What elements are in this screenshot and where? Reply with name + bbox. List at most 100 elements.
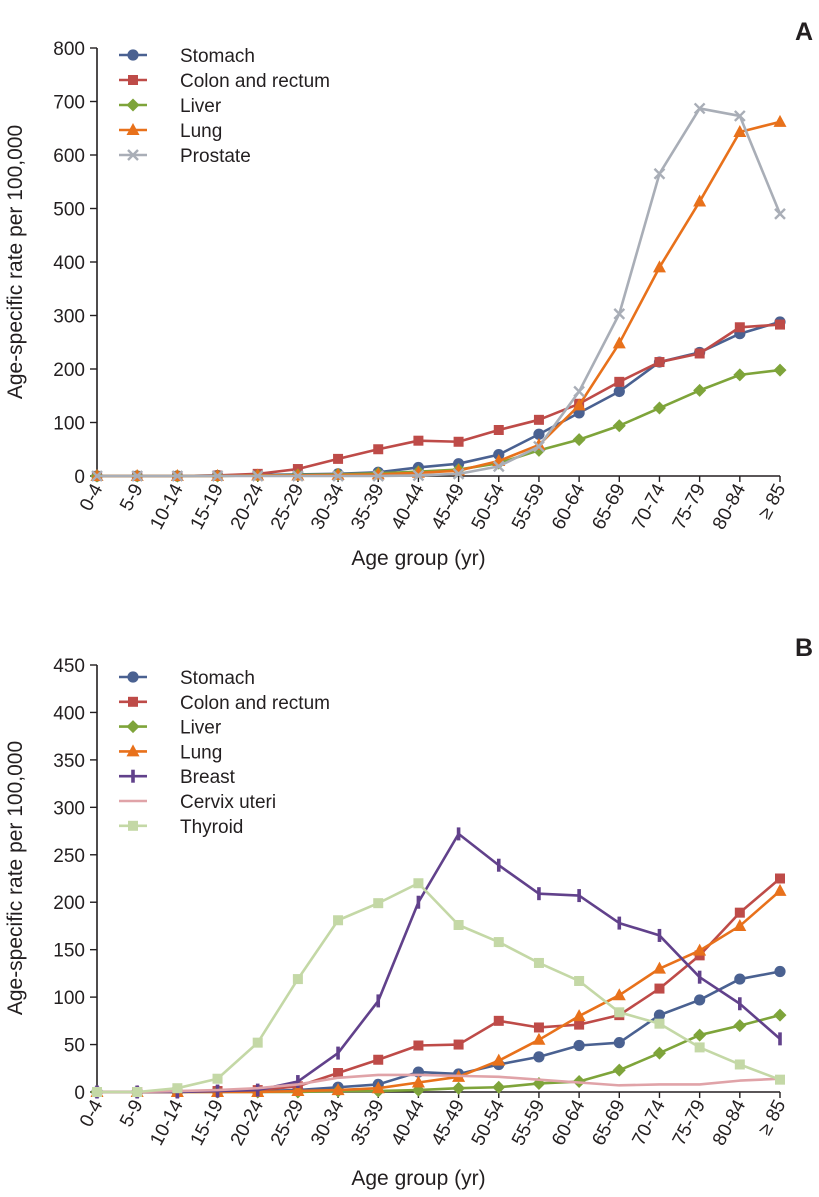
panel-a-series-lung-point <box>693 194 707 207</box>
panel-a-x-tick-label: 30-34 <box>307 480 349 533</box>
panel-b-series-cervix-uteri <box>97 1073 781 1094</box>
panel-b-series-lung-point <box>371 1081 385 1094</box>
panel-a-y-tick-label: 600 <box>53 146 85 167</box>
panel-a-series-prostate-point <box>492 460 505 473</box>
panel-b-series-breast-point <box>537 887 541 901</box>
panel-a-x-tick-label: 45-49 <box>428 480 469 533</box>
panel-b-series-breast-point <box>456 827 461 841</box>
panel-a-x-tick-label: 80-84 <box>709 480 751 533</box>
panel-a-series-prostate-line <box>97 107 782 478</box>
panel-b-series-thyroid-point <box>413 878 424 889</box>
panel-b-series-thyroid-point <box>212 1073 223 1084</box>
panel-a-series-colon-and-rectum-point <box>413 435 424 446</box>
panel-b-series-breast-point <box>255 1083 260 1097</box>
legend-label: Thyroid <box>180 817 243 838</box>
panel-b-x-tick-label: 5-9 <box>116 1096 147 1130</box>
panel-a-series-colon-and-rectum-point <box>373 444 384 455</box>
panel-b-y-tick-label: 250 <box>53 846 85 867</box>
legend-label: Colon and rectum <box>180 71 330 92</box>
panel-a-series-colon-and-rectum-point <box>333 453 344 464</box>
legend-label: Cervix uteri <box>180 792 276 813</box>
panel-b-series-thyroid-point <box>172 1083 183 1094</box>
panel-a-series-stomach-point <box>533 428 545 440</box>
panel-b-series-stomach-point <box>774 965 786 978</box>
panel-b-series-liver-point <box>773 1008 787 1022</box>
panel-b-series-thyroid-point <box>292 974 303 985</box>
panel-b-series-liver-point <box>452 1081 466 1095</box>
legend-swatch-marker <box>127 49 139 61</box>
panel-b-series-colon-and-rectum-point <box>333 1068 344 1079</box>
panel-a-x-tick-label: 20-24 <box>227 480 269 533</box>
panel-a-x-tick-label: 50-54 <box>468 480 510 533</box>
panel-a-series-liver-point <box>733 368 747 382</box>
panel-a-series-prostate-point <box>412 469 425 482</box>
panel-b-series-liver-point <box>652 1046 666 1060</box>
panel-b-series-colon-and-rectum-point <box>373 1054 384 1065</box>
panel-a-series-colon-and-rectum-point <box>614 376 625 387</box>
panel-a-series-prostate-point <box>131 470 144 482</box>
panel-b-series-lung-point <box>572 1009 586 1022</box>
panel-b-series-thyroid-point <box>734 1059 745 1070</box>
panel-b-label: B <box>795 634 813 662</box>
panel-a-series-prostate-point <box>774 208 786 220</box>
panel-a-x-tick-label: 70-74 <box>629 480 671 533</box>
panel-a-y-tick-label: 800 <box>53 39 85 60</box>
panel-b-series-breast-point <box>697 970 702 984</box>
panel-b-series-lung-line <box>97 889 781 1094</box>
panel-a-series-colon-and-rectum-point <box>734 322 745 333</box>
panel-b-x-tick-label: 25-29 <box>267 1096 308 1149</box>
panel-b-y-tick-label: 450 <box>53 656 85 677</box>
panel-b-series-thyroid-point <box>373 898 384 909</box>
panel-b-series-thyroid-point <box>92 1087 102 1097</box>
panel-b-series-colon-and-rectum-point <box>453 1039 464 1050</box>
panel-b-series-lung-point <box>331 1083 345 1096</box>
panel-a-series-lung <box>90 114 787 481</box>
legend-label: Colon and rectum <box>180 693 330 714</box>
panel-b-x-tick-label: 55-59 <box>508 1096 549 1149</box>
panel-b-y-tick-label: 200 <box>53 893 85 914</box>
panel-a-series-prostate-point <box>533 440 545 453</box>
panel-a-legend-item-stomach: Stomach <box>119 46 255 67</box>
panel-b-series-lung-point <box>532 1032 546 1045</box>
panel-a-series-liver-point <box>612 419 626 433</box>
panel-a-series-prostate-point <box>91 470 103 482</box>
panel-a-x-tick-label: 55-59 <box>508 480 549 533</box>
panel-a-x-tick-label: 10-14 <box>146 480 188 533</box>
panel-b-series-thyroid-point <box>493 937 504 948</box>
panel-b-series-thyroid-point <box>654 1018 665 1029</box>
panel-b-series-colon-and-rectum-point <box>734 907 745 918</box>
panel-b-y-tick-label: 50 <box>64 1036 85 1057</box>
panel-a-x-tick-label: 35-39 <box>347 480 388 533</box>
panel-a-series-prostate-point <box>733 110 746 122</box>
legend-swatch-marker <box>126 123 140 135</box>
panel-b-series-thyroid-point <box>614 1007 625 1018</box>
panel-a-y-tick-label: 300 <box>53 307 85 328</box>
panel-b-legend-item-breast: Breast <box>119 767 236 788</box>
legend-swatch-marker <box>126 744 140 757</box>
panel-a-series-colon-and-rectum-point <box>775 319 785 330</box>
panel-b-series-thyroid-point <box>775 1074 785 1085</box>
panel-b-series-breast-point <box>336 1046 340 1060</box>
panel-b-series-thyroid-point <box>694 1042 705 1053</box>
panel-a-y-tick-label: 0 <box>74 467 85 488</box>
panel-a-series-colon-and-rectum-point <box>654 357 665 368</box>
panel-b-x-tick-label: 30-34 <box>307 1096 349 1149</box>
panel-b-series-lung-point <box>411 1075 425 1088</box>
panel-b-x-tick-label: 80-84 <box>709 1096 751 1149</box>
panel-b-x-axis-title: Age group (yr) <box>351 1167 485 1190</box>
panel-a-y-tick-label: 500 <box>53 200 85 221</box>
panel-b-series-liver-point <box>733 1019 747 1033</box>
panel-b-x-tick-label: 60-64 <box>548 1096 590 1149</box>
panel-b-series-stomach-point <box>694 994 706 1006</box>
panel-b-series-thyroid-line <box>97 881 781 1094</box>
panel-b-legend: Stomach Colon and rectum Liver Lung Breast Ce… <box>119 668 330 838</box>
panel-b-series-liver-point <box>612 1063 626 1077</box>
panel-a-series-lung-point <box>572 398 586 411</box>
panel-a-series-prostate-point <box>452 468 465 480</box>
panel-a-x-tick-label: 60-64 <box>548 480 590 533</box>
legend-label: Breast <box>180 767 236 788</box>
panel-a-series-liver-point <box>693 383 707 397</box>
legend-label: Lung <box>180 121 222 142</box>
panel-b-series-lung-point <box>652 961 666 974</box>
